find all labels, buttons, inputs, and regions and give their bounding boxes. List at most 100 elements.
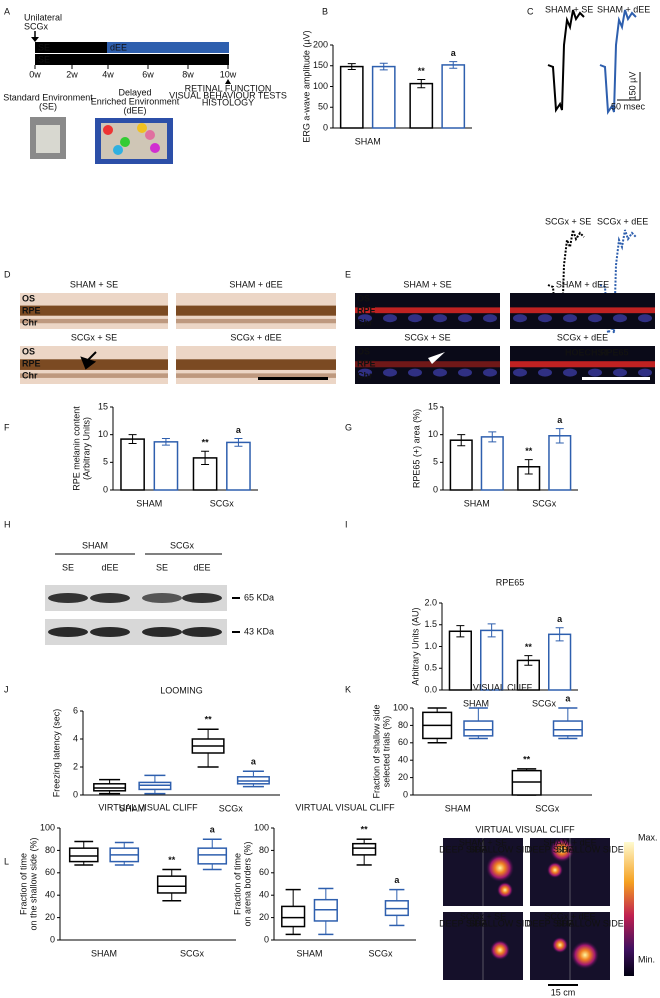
stain-label: RPE65	[600, 347, 629, 357]
box	[281, 905, 306, 928]
band	[182, 627, 222, 637]
timeline-bar	[107, 42, 229, 53]
week-label: 10w	[220, 69, 237, 79]
layer-label: OS	[22, 293, 35, 303]
box	[511, 769, 542, 796]
y-axis-label: RPE65 (+) area (%)	[411, 409, 421, 488]
layer-label: RPE	[22, 358, 41, 368]
panel-letter: B	[322, 6, 328, 16]
significance: a	[557, 614, 563, 624]
y-tick-label: 0	[264, 934, 269, 944]
side-label: DEEP SIDE	[526, 918, 574, 928]
bar	[226, 441, 251, 491]
x-tick-label: SHAM	[355, 136, 381, 146]
timeline-label: dEE	[110, 42, 127, 52]
nucleus	[588, 314, 602, 323]
rpe-layer	[176, 359, 336, 370]
y-tick-label: 1.5	[424, 619, 437, 629]
nucleus	[613, 314, 627, 323]
y-tick-label: 50	[318, 102, 328, 112]
x-tick-label: SCGx	[532, 698, 557, 708]
heat-spot	[490, 940, 510, 960]
nucleus	[638, 314, 652, 323]
heat-spot	[497, 882, 513, 898]
layer-label: RPE	[22, 305, 41, 315]
bar	[480, 436, 504, 491]
image-label: SCGx + SE	[404, 332, 450, 342]
significance: **	[205, 715, 213, 725]
bar	[548, 633, 572, 691]
erg-trace	[547, 229, 585, 328]
panel-letter: F	[4, 422, 10, 432]
y-axis-label: ERG a-wave amplitude (µV)	[301, 30, 311, 142]
side-label: SHALLOW SIDE	[556, 918, 624, 928]
y-tick-label: 0	[103, 484, 108, 494]
timeline-label: SCGx	[24, 21, 49, 31]
heatmap-label: SCGx + SE	[460, 911, 506, 921]
heatmap-title: VIRTUAL VISUAL CLIFF	[475, 824, 575, 834]
nucleus	[483, 368, 497, 377]
choroid-layer	[176, 318, 336, 324]
nucleus	[458, 314, 472, 323]
nucleus	[638, 368, 652, 377]
lane-label: dEE	[193, 562, 210, 572]
bar	[409, 82, 434, 129]
error-bar	[234, 438, 243, 447]
scale-label: 50 msec	[611, 101, 646, 111]
box	[552, 720, 583, 737]
trace-label: SHAM + SE	[545, 4, 593, 14]
toy	[150, 143, 160, 153]
y-tick-label: 10	[428, 429, 438, 439]
box	[156, 875, 187, 894]
nucleus	[563, 314, 577, 323]
significance: a	[394, 875, 400, 885]
panel-letter: J	[4, 684, 9, 694]
y-tick-label: 2.0	[424, 597, 437, 607]
chart-title: RPE65	[496, 577, 525, 587]
week-label: 2w	[66, 69, 78, 79]
lane-label: SE	[156, 562, 168, 572]
significance: a	[565, 693, 571, 703]
nucleus	[383, 368, 397, 377]
nucleus	[538, 368, 552, 377]
significance: a	[557, 415, 563, 425]
nucleus	[613, 368, 627, 377]
error-bar	[488, 431, 497, 443]
trace-label: SHAM + dEE	[597, 4, 650, 14]
side-label: DEEP SIDE	[439, 844, 487, 854]
group-label: SHAM	[82, 540, 108, 550]
x-tick-label: SCGx	[210, 498, 235, 508]
y-axis-label: selected trials (%)	[381, 716, 391, 788]
toy	[103, 125, 113, 135]
error-bar	[128, 434, 137, 445]
image-label: SHAM + dEE	[556, 279, 609, 289]
nucleus	[408, 314, 422, 323]
y-axis-label: on arena borders (%)	[242, 841, 252, 926]
band	[182, 593, 222, 603]
bar	[441, 64, 466, 129]
rpe65-stain	[355, 307, 500, 314]
y-tick-label: 100	[254, 822, 269, 832]
panel-letter: K	[345, 684, 351, 694]
nucleus	[433, 368, 447, 377]
bar	[339, 65, 364, 129]
heat-spot	[550, 838, 574, 862]
scale-bar	[258, 377, 328, 380]
panel-letter: D	[4, 269, 11, 279]
x-tick-label: SHAM	[119, 803, 145, 813]
significance: **	[525, 446, 533, 456]
panel-letter: G	[345, 422, 352, 432]
layer-label: RPE	[357, 358, 376, 368]
nucleus	[588, 368, 602, 377]
colorbar	[624, 842, 634, 976]
side-label: DEEP SIDE	[526, 844, 574, 854]
image-label: SCGx + dEE	[557, 332, 608, 342]
y-tick-label: 100	[313, 81, 328, 91]
panel-letter: I	[345, 519, 348, 529]
week-label: 4w	[102, 69, 114, 79]
x-tick-label: SHAM	[296, 948, 322, 958]
chart-title: VIRTUAL VISUAL CLIFF	[295, 802, 395, 812]
error-bar	[379, 62, 388, 71]
rpe-layer	[20, 359, 168, 370]
band	[142, 593, 182, 603]
